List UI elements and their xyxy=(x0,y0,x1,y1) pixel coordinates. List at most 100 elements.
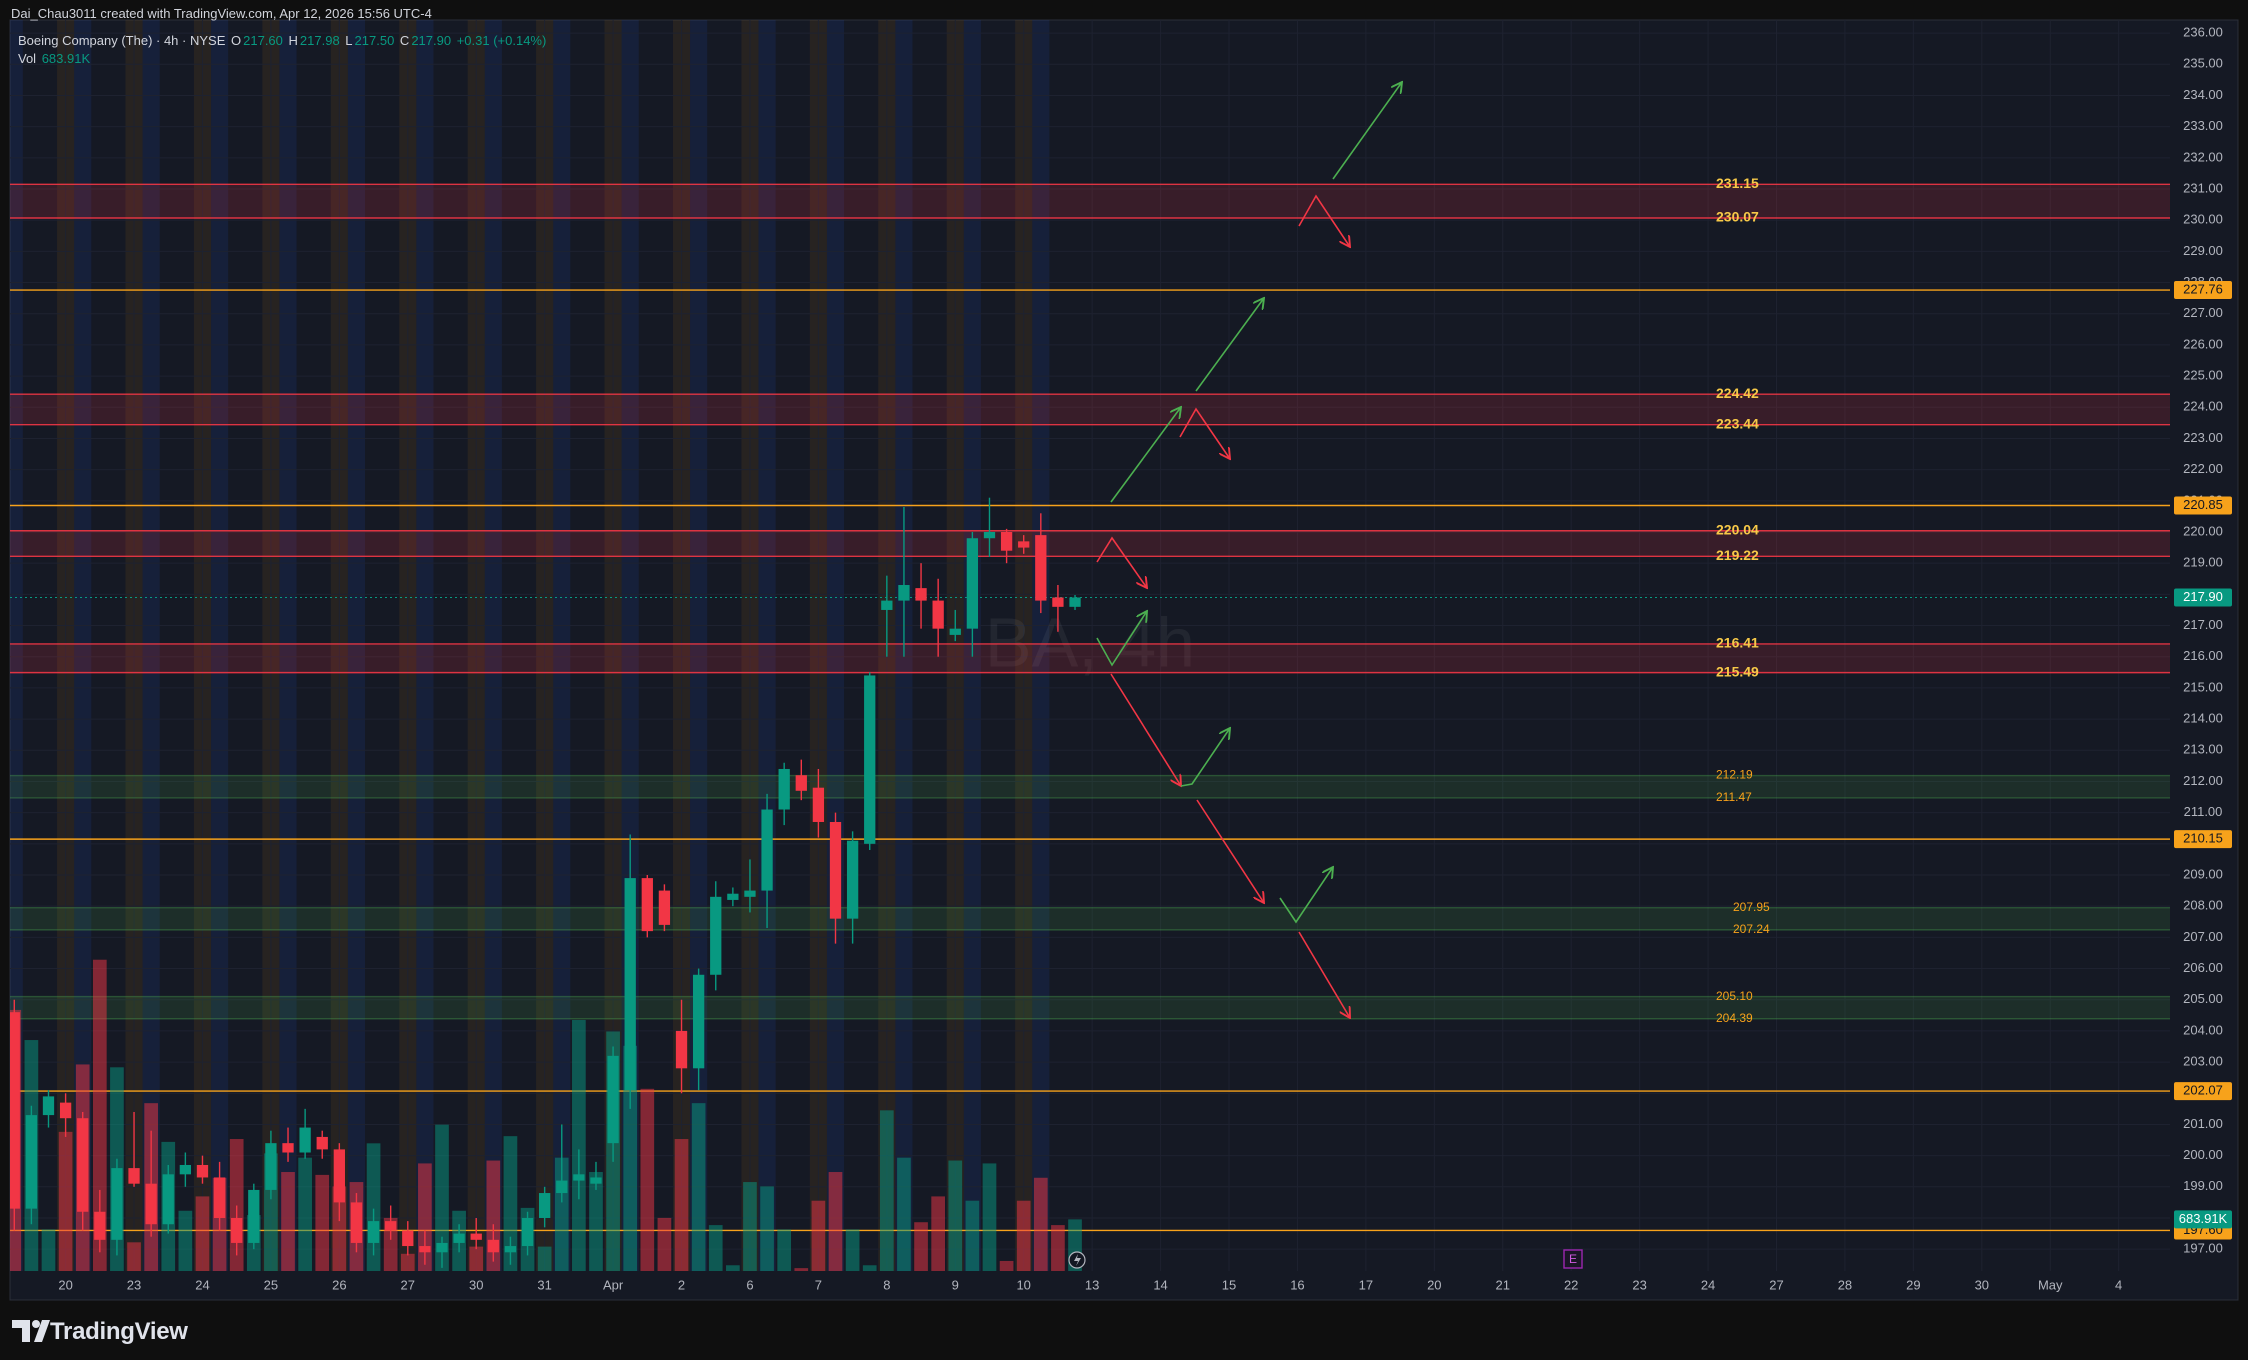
candle-body xyxy=(265,1143,277,1190)
legend-change: +0.31 (+0.14%) xyxy=(456,33,547,48)
y-tick-label: 229.00 xyxy=(2183,243,2223,258)
candle-body xyxy=(385,1221,397,1231)
candle-body xyxy=(812,787,825,822)
arrow-down xyxy=(1096,536,1147,588)
x-tick-label: 31 xyxy=(537,1277,551,1292)
candle-body xyxy=(25,1115,38,1209)
earnings-icon[interactable] xyxy=(1563,1249,1583,1269)
x-tick-label: May xyxy=(2038,1277,2063,1292)
candle-body xyxy=(504,1246,517,1253)
legend-symbol: Boeing Company (The) · 4h · NYSE xyxy=(18,33,226,48)
x-tick-label: 27 xyxy=(401,1277,415,1292)
candle-body xyxy=(196,1164,209,1178)
session-shade xyxy=(416,20,434,1271)
y-tick-label: 236.00 xyxy=(2183,25,2223,40)
candle-body xyxy=(453,1233,465,1243)
arrow-up xyxy=(1096,611,1147,667)
y-tick-label: 214.00 xyxy=(2183,711,2223,726)
projection-arrows xyxy=(1096,82,1402,1018)
y-tick-label: 226.00 xyxy=(2183,336,2223,351)
level-tag-label: 210.15 xyxy=(2183,831,2223,846)
volume-bar xyxy=(828,1172,843,1271)
candle-body xyxy=(436,1242,448,1253)
y-tick-label: 230.00 xyxy=(2183,212,2223,227)
volume-bar xyxy=(914,1222,928,1271)
candle-body xyxy=(128,1168,140,1184)
session-shade xyxy=(74,20,92,1271)
zone xyxy=(10,775,2170,798)
arrow-down xyxy=(1196,799,1264,903)
volume-bar xyxy=(281,1172,295,1271)
volume-bar xyxy=(537,1246,552,1271)
candle-body xyxy=(367,1221,380,1243)
session-shade xyxy=(279,20,297,1271)
session-shade xyxy=(1032,20,1050,1271)
zone-label: 223.44 xyxy=(1716,415,1759,431)
x-tick-label: 24 xyxy=(195,1277,209,1292)
y-tick-label: 201.00 xyxy=(2183,1116,2223,1131)
x-tick-label: 24 xyxy=(1701,1277,1715,1292)
arrow-up xyxy=(1195,298,1264,392)
y-tick-label: 222.00 xyxy=(2183,461,2223,476)
candle-body xyxy=(983,531,996,539)
candle-body xyxy=(744,890,756,897)
arrow-down xyxy=(1298,194,1350,247)
volume-bar xyxy=(879,1110,894,1271)
candle-body xyxy=(1000,531,1013,551)
y-tick-label: 219.00 xyxy=(2183,555,2223,570)
legend-value: 217.60 xyxy=(243,33,283,48)
x-tick-label: 21 xyxy=(1496,1277,1510,1292)
candle-body xyxy=(846,840,859,919)
legend-key: Vol xyxy=(18,51,37,66)
arrow-up xyxy=(1180,728,1230,787)
y-tick-label: 209.00 xyxy=(2183,866,2223,881)
last-price-label: 217.90 xyxy=(2183,589,2223,604)
volume-bar xyxy=(999,1260,1014,1271)
volume-bar xyxy=(58,1131,73,1271)
candle-body xyxy=(658,890,671,925)
x-tick-label: 23 xyxy=(1632,1277,1646,1292)
session-shade xyxy=(142,20,160,1271)
volume-bar xyxy=(708,1225,723,1271)
x-tick-label: 9 xyxy=(952,1277,959,1292)
volume-bar xyxy=(897,1157,911,1271)
volume-tag-label: 683.91K xyxy=(2179,1211,2228,1226)
candle-body xyxy=(915,588,927,601)
candle-body xyxy=(521,1217,534,1247)
volume-tag xyxy=(2174,1210,2232,1229)
volume-bar xyxy=(572,1019,586,1271)
arrow-up xyxy=(1279,867,1333,924)
session-shade xyxy=(758,20,776,1271)
arrow-down xyxy=(1179,407,1230,459)
arrow-up xyxy=(1332,82,1402,180)
volume-bar xyxy=(178,1210,193,1271)
x-tick-label: 26 xyxy=(332,1277,346,1292)
brand-name: TradingView xyxy=(50,1318,188,1345)
arrow-down xyxy=(1110,673,1181,786)
session-shade xyxy=(826,20,845,1271)
x-tick-label: 30 xyxy=(469,1277,483,1292)
candle-body xyxy=(59,1102,72,1119)
volume-bar xyxy=(811,1200,826,1271)
x-tick-label: 15 xyxy=(1222,1277,1236,1292)
volume-bar xyxy=(794,1268,809,1271)
candle-body xyxy=(419,1246,431,1253)
y-tick-label: 206.00 xyxy=(2183,960,2223,975)
zone xyxy=(10,643,2170,673)
session-shade xyxy=(211,20,229,1271)
legend-value: 683.91K xyxy=(41,51,91,66)
zone-label: 230.07 xyxy=(1716,209,1759,225)
candle-body xyxy=(213,1177,226,1218)
candle-body xyxy=(539,1193,551,1218)
candle-body xyxy=(42,1096,55,1116)
y-tick-label: 211.00 xyxy=(2184,804,2223,819)
y-tick-label: 203.00 xyxy=(2183,1054,2223,1069)
candle-body xyxy=(692,974,705,1069)
legend-ohlc-row: Boeing Company (The) · 4h · NYSE O 217.60… xyxy=(18,32,548,50)
candle-body xyxy=(77,1118,89,1212)
candle-body xyxy=(795,775,807,791)
zone xyxy=(10,530,2170,557)
y-tick-label: 223.00 xyxy=(2183,430,2223,445)
y-tick-label: 224.00 xyxy=(2183,399,2223,414)
